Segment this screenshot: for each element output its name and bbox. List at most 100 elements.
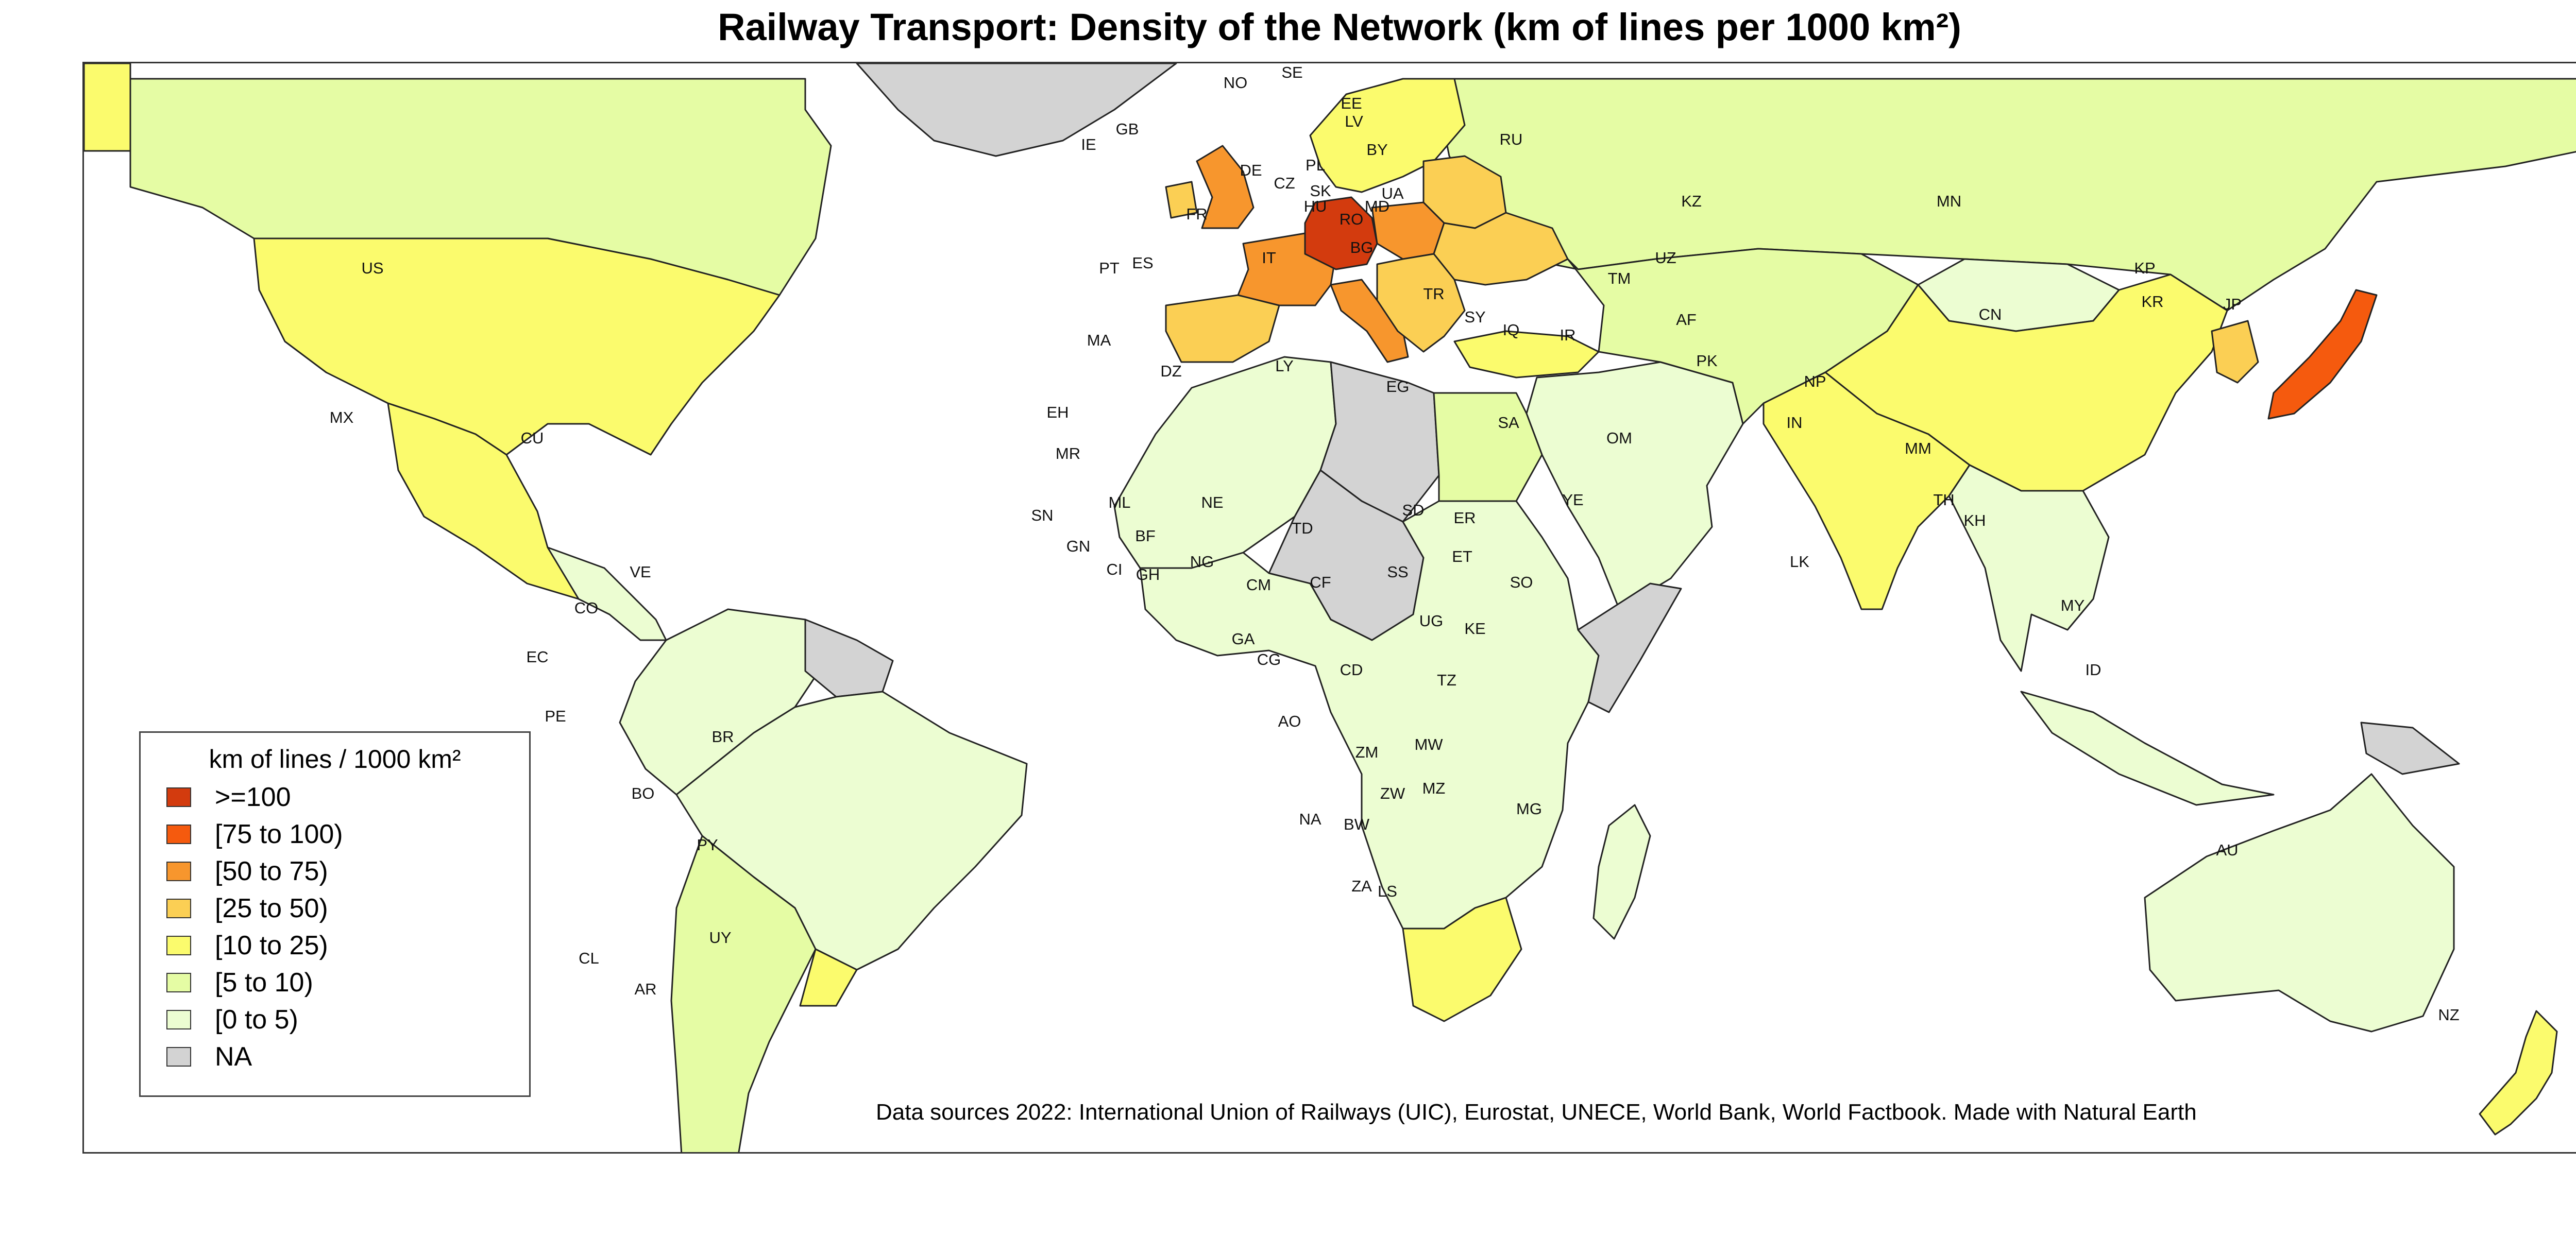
country-label-ir: IR [1560,326,1576,344]
map-frame: USMXCUCOVEECPEBRBOPYUYARCLNOSEFIEELVBYRU… [82,62,2576,1154]
country-label-cn: CN [1979,305,2002,323]
legend-item: [5 to 10) [166,967,313,998]
country-label-td: TD [1292,519,1313,537]
country-label-uz: UZ [1655,249,1676,267]
country-label-ie: IE [1081,135,1096,153]
country-label-eg: EG [1386,377,1410,396]
legend-title: km of lines / 1000 km² [209,745,461,774]
legend-item: [25 to 50) [166,893,328,924]
region-madagascar [1592,804,1651,940]
country-label-kp: KP [2134,259,2155,277]
country-label-fr: FR [1186,205,1207,223]
country-label-gn: GN [1066,537,1091,555]
country-label-pk: PK [1696,352,1718,370]
country-label-sk: SK [1310,182,1331,200]
region-india [1762,371,1971,610]
country-label-so: SO [1510,573,1533,591]
legend-item: [0 to 5) [166,1004,298,1035]
country-label-au: AU [2216,841,2238,859]
region-indonesia [2020,691,2275,806]
country-label-ru: RU [1500,130,1523,148]
country-label-ne: NE [1201,493,1223,511]
source-note: Data sources 2022: International Union o… [876,1100,2197,1125]
country-label-th: TH [1933,491,1954,509]
country-label-dz: DZ [1160,362,1181,380]
region-egypt [1433,392,1543,502]
country-label-tr: TR [1423,285,1444,303]
region-germany [1304,196,1378,270]
legend-swatch [166,973,191,992]
region-south-africa [1402,897,1522,1022]
country-label-ke: KE [1464,620,1485,638]
country-label-tz: TZ [1437,671,1456,689]
country-label-np: NP [1804,372,1826,390]
country-label-nz: NZ [2438,1006,2459,1024]
country-label-id: ID [2086,661,2102,679]
country-label-ec: EC [526,648,548,666]
legend-label: [5 to 10) [215,968,313,998]
country-label-gh: GH [1136,565,1160,583]
country-label-iq: IQ [1503,321,1520,339]
region-united-states [253,237,781,456]
region-southeast-asia [1948,464,2110,672]
country-label-in: IN [1787,414,1803,432]
country-label-ao: AO [1278,712,1301,730]
country-label-uy: UY [709,929,731,947]
region-ireland [1165,181,1198,219]
country-label-cm: CM [1246,576,1271,594]
region-argentina [670,835,817,1152]
country-label-bf: BF [1135,527,1156,545]
world-map: USMXCUCOVEECPEBRBOPYUYARCLNOSEFIEELVBYRU… [84,63,2576,1152]
country-label-ga: GA [1232,630,1255,648]
country-label-ma: MA [1087,331,1111,349]
country-label-bw: BW [1344,815,1370,833]
region-turkey [1453,330,1600,379]
country-label-cd: CD [1340,661,1363,679]
country-label-ng: NG [1190,553,1214,571]
legend-item: >=100 [166,782,291,813]
country-label-ee: EE [1341,94,1362,112]
country-label-sd: SD [1402,501,1424,519]
country-label-ls: LS [1378,882,1397,900]
region-guianas [804,619,894,698]
country-label-cz: CZ [1274,174,1295,192]
region-australia [2144,773,2455,1033]
country-label-zw: ZW [1380,784,1405,802]
legend-item: [50 to 75) [166,856,328,887]
region-papua [2360,722,2460,775]
country-label-no: NO [1224,74,1248,92]
country-label-hu: HU [1304,197,1327,215]
region-new-zealand [2479,1010,2558,1136]
country-label-pe: PE [545,707,566,725]
country-label-my: MY [2061,596,2085,614]
country-label-lk: LK [1790,553,1809,571]
country-label-mr: MR [1056,444,1080,462]
region-central-africa [1139,500,1600,930]
region-somalia [1577,582,1682,713]
country-label-jp: JP [2223,295,2242,313]
country-label-et: ET [1452,547,1472,565]
legend-swatch [166,1047,191,1067]
country-label-ug: UG [1419,612,1444,630]
region-iberia [1165,294,1280,363]
country-label-bg: BG [1350,238,1374,256]
country-label-mm: MM [1905,439,1931,457]
country-label-zm: ZM [1355,743,1379,761]
country-label-cl: CL [579,949,599,967]
country-label-sa: SA [1498,414,1519,432]
country-label-md: MD [1365,197,1389,215]
country-label-kr: KR [2141,293,2163,311]
legend-label: >=100 [215,782,291,812]
country-label-ar: AR [634,980,656,998]
country-label-tm: TM [1608,269,1631,287]
country-label-gb: GB [1116,120,1139,138]
country-label-ve: VE [630,563,651,581]
country-label-ss: SS [1387,563,1408,581]
legend-label: NA [215,1042,252,1072]
region-ukraine [1433,212,1569,286]
country-label-ly: LY [1275,357,1294,375]
country-label-kz: KZ [1681,192,1702,210]
country-label-mx: MX [330,408,354,426]
legend-swatch [166,1010,191,1029]
legend-label: [0 to 5) [215,1005,298,1035]
